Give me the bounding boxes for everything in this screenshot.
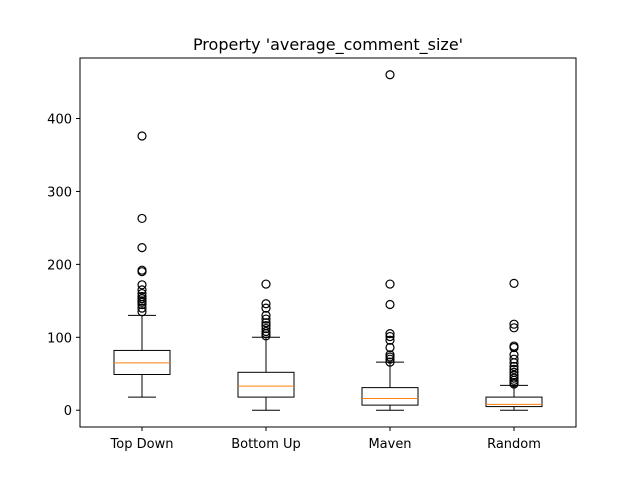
y-tick-label: 300 — [47, 185, 72, 200]
outlier-point — [509, 364, 519, 374]
x-tick-label: Maven — [368, 437, 411, 452]
outlier-point — [385, 331, 395, 342]
chart-title: Property 'average_comment_size' — [193, 35, 463, 55]
outlier-point — [261, 318, 271, 328]
x-tick-label: Bottom Up — [231, 437, 301, 452]
box — [361, 387, 419, 406]
outlier-point — [509, 367, 519, 377]
outlier-point — [509, 373, 519, 383]
outlier-point — [509, 278, 519, 288]
outlier-point — [137, 303, 147, 313]
outlier-point — [261, 303, 271, 313]
outlier-point — [261, 310, 271, 321]
outlier-point — [385, 357, 395, 367]
y-tick-label: 200 — [47, 258, 72, 273]
outlier-point — [509, 354, 519, 364]
y-tick-label: 0 — [64, 404, 72, 419]
outlier-point — [509, 323, 519, 333]
plot-area: 0 100 200 300 400 Top Down Bottom Up Maven Rando… — [47, 70, 543, 452]
outlier-point — [261, 279, 271, 289]
outlier-point — [137, 288, 147, 299]
outlier-point — [137, 280, 147, 290]
outlier-point — [509, 319, 519, 329]
outlier-point — [137, 265, 147, 275]
x-tick-label: Top Down — [110, 437, 174, 452]
box — [237, 371, 295, 398]
outlier-point — [137, 291, 147, 302]
axes-frame — [79, 57, 577, 428]
outlier-point — [137, 213, 147, 224]
outlier-point — [261, 299, 271, 309]
outlier-point — [509, 350, 519, 360]
outlier-point — [261, 326, 271, 337]
outlier-point — [385, 329, 395, 339]
outlier-point — [137, 131, 147, 141]
outlier-point — [137, 307, 147, 317]
outlier-point — [509, 341, 519, 351]
outlier-point — [509, 370, 519, 380]
outlier-point — [385, 350, 395, 360]
outlier-point — [261, 321, 271, 331]
outlier-point — [385, 70, 395, 80]
outlier-point — [385, 335, 395, 345]
y-tick-label: 400 — [47, 113, 72, 128]
outlier-point — [385, 279, 395, 289]
box — [485, 396, 543, 408]
outlier-point — [385, 342, 395, 353]
outlier-point — [385, 299, 395, 310]
y-tick-label: 100 — [47, 331, 72, 346]
x-tick-label: Random — [487, 437, 541, 452]
outlier-point — [261, 323, 271, 334]
outlier-point — [137, 285, 147, 295]
outlier-point — [261, 314, 271, 324]
outlier-point — [137, 243, 147, 253]
outlier-point — [509, 361, 519, 372]
